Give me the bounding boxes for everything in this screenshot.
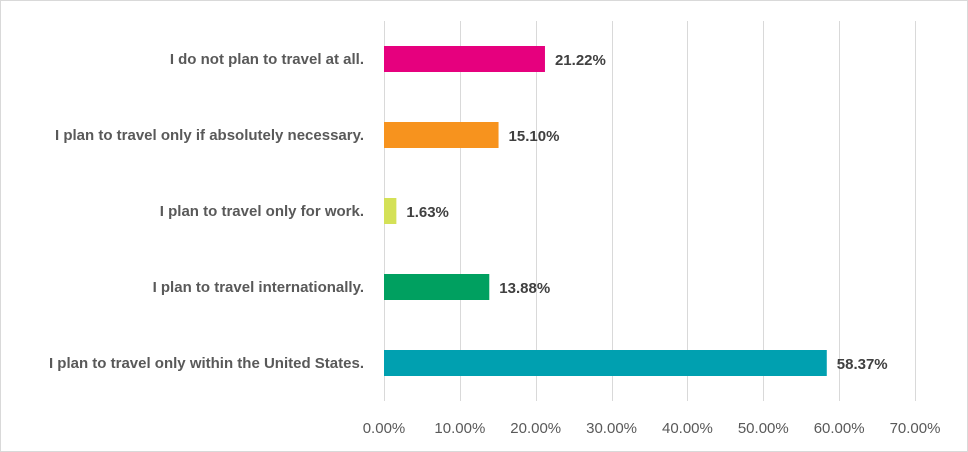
x-tick-label: 60.00% [814, 420, 865, 437]
bar [384, 198, 397, 224]
category-label: I plan to travel only if absolutely nece… [55, 127, 364, 144]
x-tick-label: 10.00% [434, 420, 485, 437]
bar [384, 274, 490, 300]
x-tick-label: 70.00% [890, 420, 941, 437]
x-axis-ticks: 0.00% 10.00% 20.00% 30.00% 40.00% 50.00% 60.00… [363, 420, 941, 437]
category-label: I plan to travel only within the United … [49, 355, 364, 372]
bar [384, 46, 545, 72]
x-tick-label: 30.00% [586, 420, 637, 437]
value-labels: 21.22% 15.10% 1.63% 13.88% 58.37% [406, 52, 887, 373]
data-label: 15.10% [509, 128, 560, 145]
data-label: 21.22% [555, 52, 606, 69]
gridlines [384, 21, 916, 401]
category-label: I plan to travel internationally. [153, 279, 364, 296]
category-label: I do not plan to travel at all. [170, 51, 364, 68]
bar [384, 122, 499, 148]
x-tick-label: 20.00% [510, 420, 561, 437]
category-label: I plan to travel only for work. [160, 203, 364, 220]
data-label: 13.88% [499, 280, 550, 297]
bars [384, 46, 827, 376]
x-tick-label: 0.00% [363, 420, 406, 437]
x-tick-label: 40.00% [662, 420, 713, 437]
bar [384, 350, 827, 376]
data-label: 1.63% [406, 204, 449, 221]
category-labels: I do not plan to travel at all. I plan to… [49, 51, 364, 372]
data-label: 58.37% [837, 356, 888, 373]
x-tick-label: 50.00% [738, 420, 789, 437]
